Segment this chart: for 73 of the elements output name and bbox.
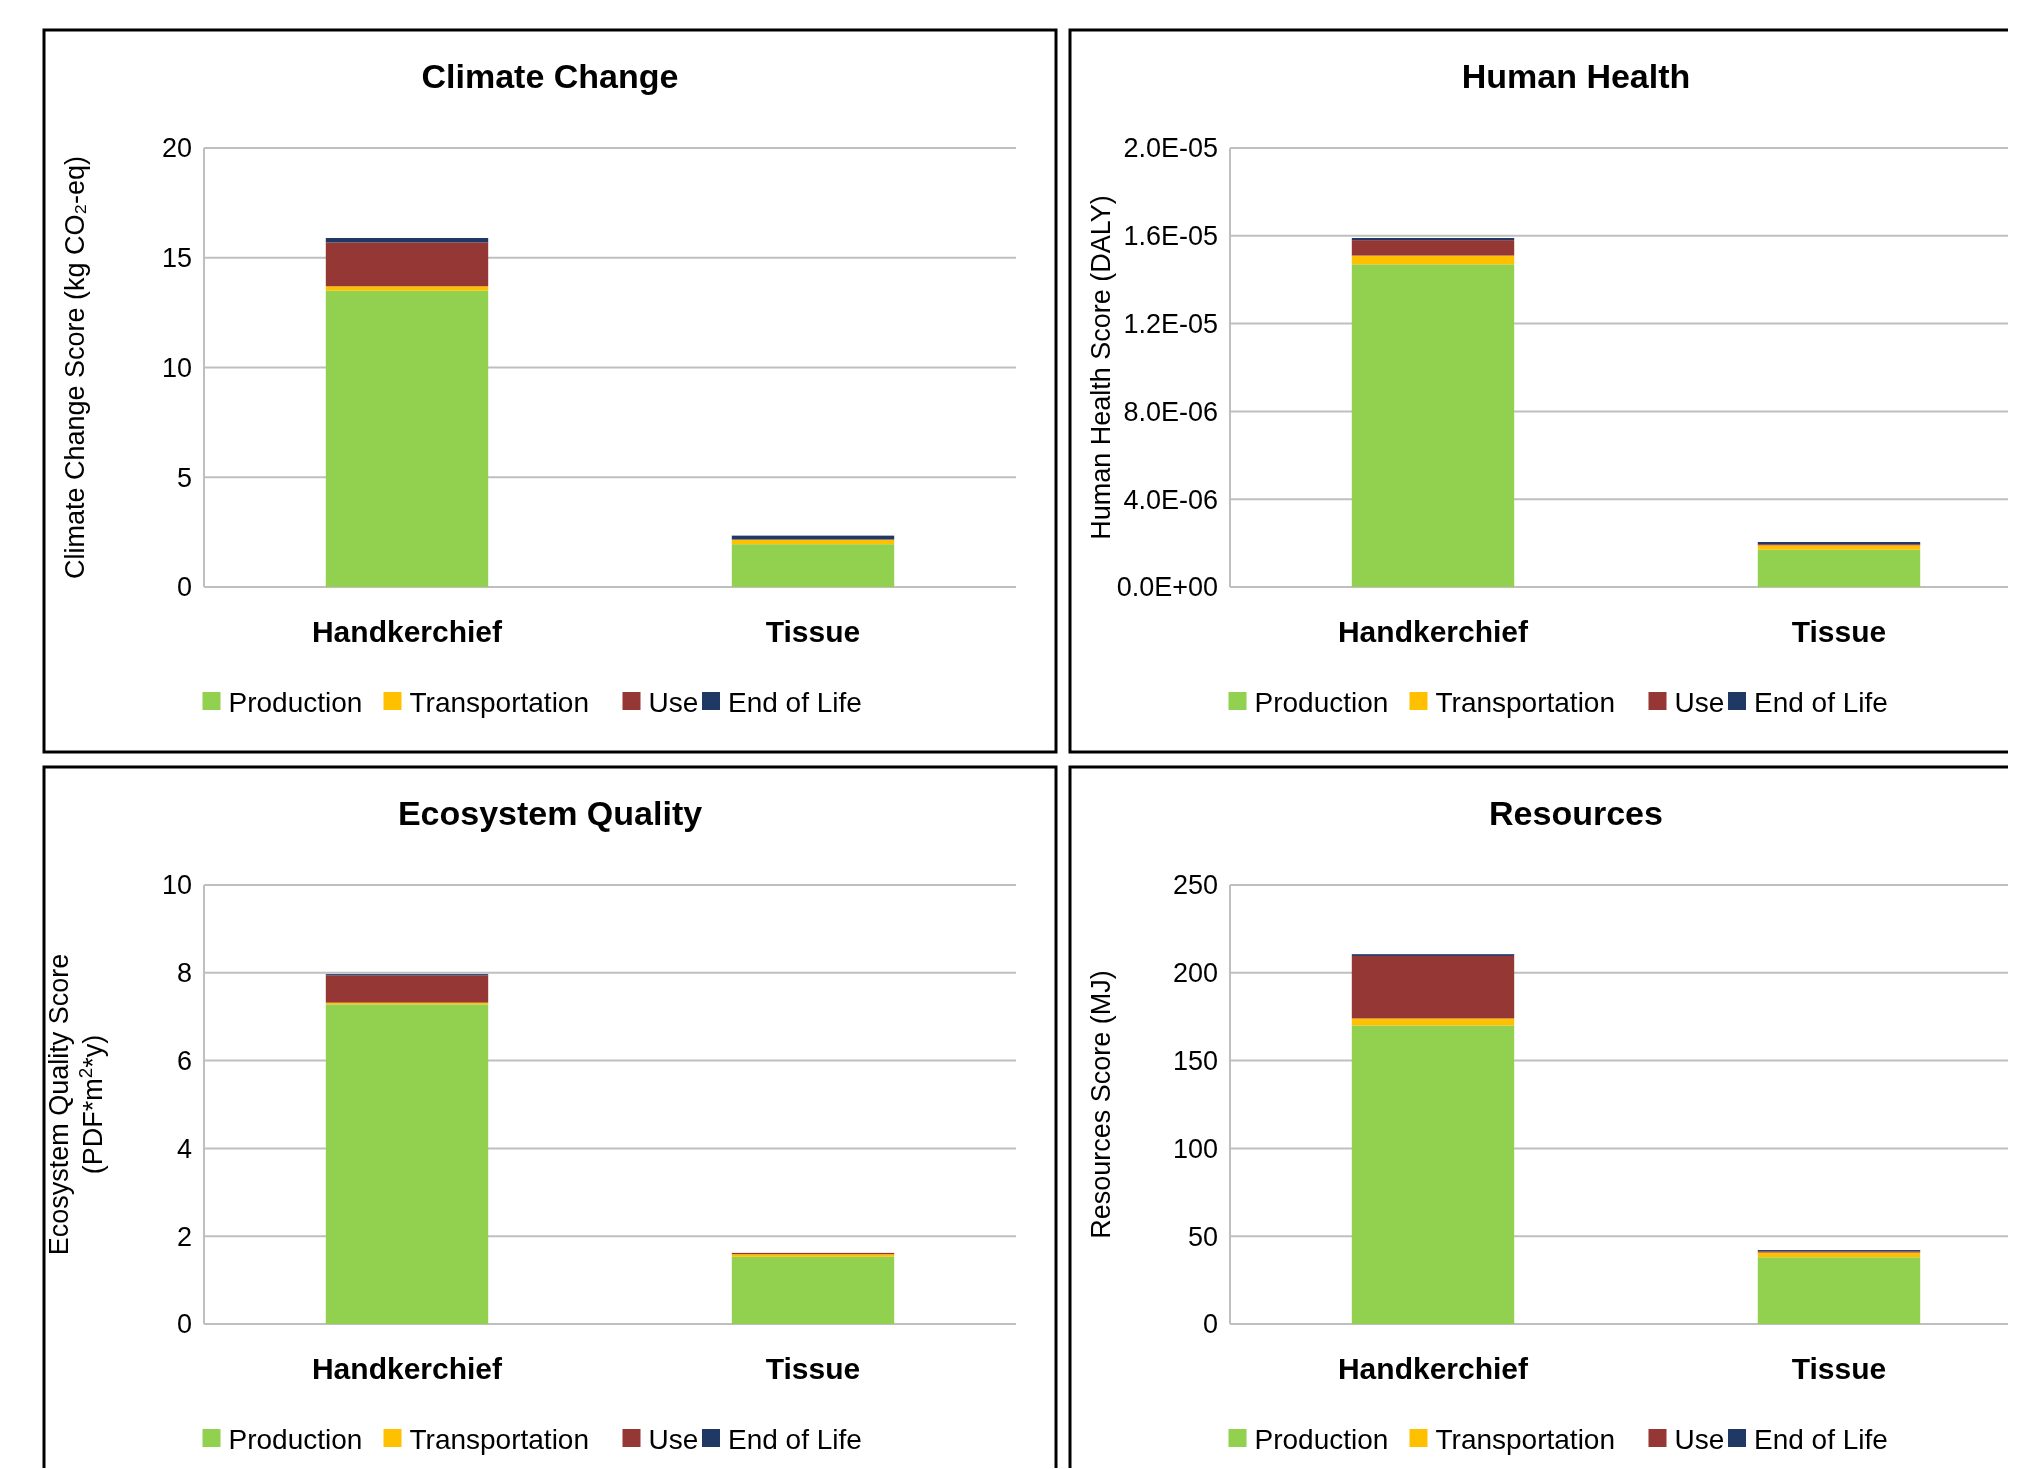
y-tick-label: 2 bbox=[176, 1221, 192, 1252]
bar bbox=[325, 242, 489, 287]
y-tick-label: 1.2E-05 bbox=[1123, 309, 1218, 340]
bar bbox=[325, 290, 489, 587]
y-tick-label: 4.0E-06 bbox=[1123, 484, 1218, 515]
y-tick-label: 0.0E+00 bbox=[1116, 572, 1218, 603]
bar bbox=[731, 544, 895, 587]
y-tick-label: 5 bbox=[176, 462, 192, 493]
y-tick-label: 8 bbox=[176, 958, 192, 989]
legend-label: Transportation bbox=[409, 686, 589, 718]
x-tick-label: Tissue bbox=[1791, 1352, 1887, 1385]
legend-label: End of Life bbox=[1754, 1423, 1888, 1455]
bar bbox=[1351, 264, 1515, 587]
y-tick-label: 8.0E-06 bbox=[1123, 396, 1218, 427]
legend-label: End of Life bbox=[1754, 686, 1888, 718]
x-tick-label: Handkerchief bbox=[311, 1352, 504, 1385]
y-tick-label: 150 bbox=[1172, 1046, 1218, 1077]
chart-title: Ecosystem Quality bbox=[397, 794, 703, 832]
y-axis-title: Resources Score (MJ) bbox=[1086, 970, 1116, 1239]
legend-label: Use bbox=[648, 686, 699, 718]
x-tick-label: Tissue bbox=[765, 1352, 861, 1385]
y-axis-title: Human Health Score (DALY) bbox=[1086, 195, 1116, 540]
y-tick-label: 50 bbox=[1187, 1221, 1218, 1252]
y-tick-label: 100 bbox=[1172, 1133, 1218, 1164]
y-tick-label: 0 bbox=[176, 1309, 192, 1340]
bar bbox=[1757, 1257, 1921, 1324]
legend-label: Transportation bbox=[1435, 686, 1615, 718]
x-tick-label: Handkerchief bbox=[1337, 615, 1530, 648]
bar bbox=[1351, 238, 1515, 241]
legend-label: Use bbox=[1674, 686, 1725, 718]
x-tick-label: Handkerchief bbox=[311, 615, 504, 648]
y-axis-title: Climate Change Score (kg CO₂-eq) bbox=[60, 155, 90, 580]
bar bbox=[731, 539, 895, 545]
bar bbox=[1351, 955, 1515, 1019]
y-tick-label: 0 bbox=[1202, 1309, 1218, 1340]
legend-label: Transportation bbox=[409, 1423, 589, 1455]
y-tick-label: 10 bbox=[161, 870, 192, 901]
y-tick-label: 0 bbox=[176, 572, 192, 603]
bar bbox=[325, 286, 489, 291]
y-tick-label: 1.6E-05 bbox=[1123, 221, 1218, 252]
legend-label: Production bbox=[1254, 1423, 1389, 1455]
bar bbox=[1351, 1018, 1515, 1026]
bar bbox=[1351, 1025, 1515, 1324]
chart-title: Human Health bbox=[1461, 57, 1691, 95]
legend-label: End of Life bbox=[728, 1423, 862, 1455]
legend-label: Use bbox=[1674, 1423, 1725, 1455]
chart-title: Climate Change bbox=[421, 57, 679, 95]
bar bbox=[1757, 549, 1921, 587]
bar bbox=[325, 975, 489, 1003]
legend-label: Use bbox=[648, 1423, 699, 1455]
y-tick-label: 2.0E-05 bbox=[1123, 133, 1218, 164]
y-tick-label: 4 bbox=[176, 1133, 192, 1164]
x-tick-label: Tissue bbox=[1791, 615, 1887, 648]
bar bbox=[1757, 545, 1921, 550]
y-tick-label: 250 bbox=[1172, 870, 1218, 901]
bar bbox=[731, 1256, 895, 1324]
legend-label: End of Life bbox=[728, 686, 862, 718]
x-tick-label: Handkerchief bbox=[1337, 1352, 1530, 1385]
legend-label: Transportation bbox=[1435, 1423, 1615, 1455]
y-tick-label: 6 bbox=[176, 1046, 192, 1077]
bar bbox=[325, 238, 489, 243]
y-tick-label: 20 bbox=[161, 133, 192, 164]
bar bbox=[1351, 240, 1515, 256]
legend-label: Production bbox=[228, 686, 363, 718]
chart-title: Resources bbox=[1489, 794, 1663, 832]
legend-label: Production bbox=[228, 1423, 363, 1455]
y-tick-label: 200 bbox=[1172, 958, 1218, 989]
x-tick-label: Tissue bbox=[765, 615, 861, 648]
y-tick-label: 15 bbox=[161, 243, 192, 274]
y-tick-label: 10 bbox=[161, 352, 192, 383]
bar bbox=[1351, 255, 1515, 265]
bar bbox=[325, 1004, 489, 1324]
legend-label: Production bbox=[1254, 686, 1389, 718]
